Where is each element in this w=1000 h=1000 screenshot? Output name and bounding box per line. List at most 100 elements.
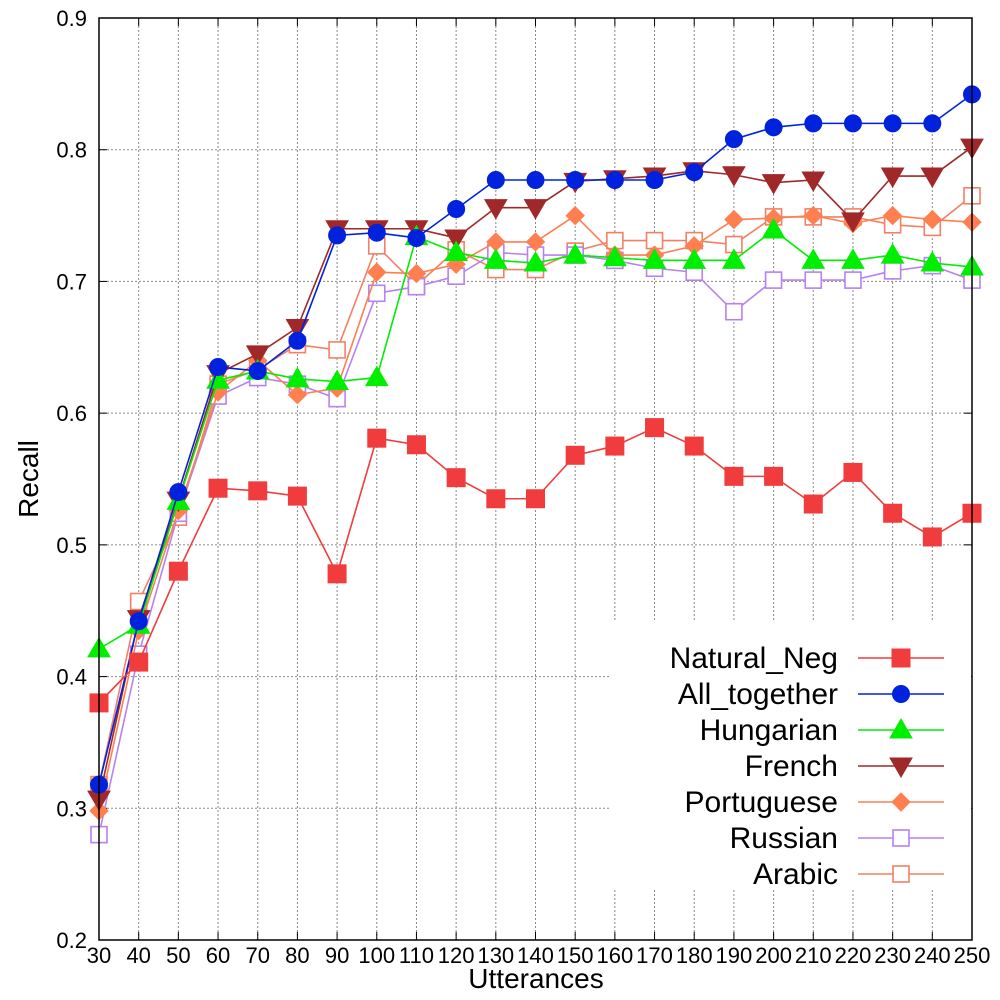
x-tick-label: 240 bbox=[914, 943, 951, 968]
x-tick-label: 70 bbox=[245, 943, 269, 968]
data-point bbox=[764, 118, 783, 137]
data-point bbox=[724, 130, 743, 149]
data-point bbox=[889, 757, 913, 778]
legend-background bbox=[610, 620, 971, 890]
data-point bbox=[406, 435, 426, 455]
data-point bbox=[523, 250, 548, 272]
data-point bbox=[129, 612, 148, 631]
y-tick-label: 0.3 bbox=[56, 796, 87, 821]
x-tick-label: 90 bbox=[325, 943, 349, 968]
x-tick-label: 190 bbox=[716, 943, 753, 968]
data-point bbox=[325, 369, 349, 391]
data-point bbox=[722, 166, 746, 187]
data-point bbox=[245, 345, 270, 366]
data-point bbox=[761, 174, 786, 195]
y-tick-label: 0.8 bbox=[56, 138, 87, 163]
x-tick-label: 80 bbox=[285, 943, 309, 968]
x-tick-label: 150 bbox=[557, 943, 594, 968]
data-point bbox=[883, 503, 903, 523]
legend: Natural_NegAll_togetherHungarianFrenchPo… bbox=[610, 620, 971, 891]
data-point bbox=[406, 263, 427, 284]
data-point bbox=[682, 248, 707, 269]
data-point bbox=[602, 245, 627, 267]
data-point bbox=[801, 171, 826, 193]
data-point bbox=[722, 248, 746, 269]
legend-item: Natural_Neg bbox=[670, 642, 944, 675]
x-tick-label: 210 bbox=[795, 943, 832, 968]
data-point bbox=[565, 205, 585, 226]
x-tick-label: 30 bbox=[87, 943, 111, 968]
data-point bbox=[804, 114, 823, 133]
legend-item: Russian bbox=[730, 822, 944, 855]
x-tick-label: 170 bbox=[636, 943, 673, 968]
data-point bbox=[724, 466, 744, 486]
data-point bbox=[288, 331, 307, 350]
tick-labels: 30 40 50 60 70 80 90 100 110 120 130 140 150 160 170 18… bbox=[56, 6, 990, 968]
data-point bbox=[446, 468, 466, 488]
data-point bbox=[566, 171, 585, 190]
data-point bbox=[843, 114, 862, 133]
series-layer bbox=[87, 85, 984, 844]
data-point bbox=[883, 262, 902, 280]
data-point bbox=[880, 243, 905, 264]
data-point bbox=[804, 271, 823, 289]
legend-item: Hungarian bbox=[700, 714, 944, 747]
data-point bbox=[483, 248, 508, 269]
data-point bbox=[889, 718, 913, 739]
legend-label: Portuguese bbox=[685, 786, 838, 819]
data-point bbox=[526, 489, 545, 509]
data-point bbox=[367, 262, 387, 282]
data-point bbox=[764, 466, 784, 486]
data-point bbox=[920, 250, 945, 272]
data-point bbox=[685, 163, 704, 182]
x-tick-label: 230 bbox=[874, 943, 911, 968]
x-tick-label: 140 bbox=[517, 943, 554, 968]
x-tick-label: 200 bbox=[755, 943, 792, 968]
data-point bbox=[920, 167, 945, 189]
legend-label: Russian bbox=[730, 822, 838, 855]
data-point bbox=[287, 486, 307, 506]
data-point bbox=[328, 226, 347, 245]
data-point bbox=[880, 167, 905, 189]
y-tick-label: 0.2 bbox=[56, 928, 87, 953]
data-point bbox=[526, 171, 545, 190]
y-tick-label: 0.5 bbox=[56, 533, 87, 558]
series-hungarian bbox=[87, 218, 984, 658]
data-point bbox=[483, 199, 508, 220]
legend-item: Portuguese bbox=[685, 786, 944, 819]
x-axis-title: Utterances bbox=[468, 963, 603, 994]
data-point bbox=[129, 652, 149, 672]
plot-frame bbox=[98, 17, 973, 941]
data-point bbox=[761, 218, 786, 239]
data-point bbox=[892, 865, 910, 883]
data-point bbox=[248, 361, 267, 380]
data-point bbox=[882, 205, 903, 226]
data-point bbox=[642, 248, 667, 269]
data-point bbox=[892, 685, 910, 703]
data-point bbox=[605, 436, 625, 456]
data-point bbox=[444, 229, 469, 250]
y-tick-label: 0.7 bbox=[56, 269, 87, 294]
data-point bbox=[892, 829, 910, 847]
x-tick-label: 120 bbox=[438, 943, 475, 968]
data-point bbox=[209, 358, 228, 377]
y-tick-label: 0.6 bbox=[56, 401, 87, 426]
data-point bbox=[285, 366, 310, 388]
data-point bbox=[364, 365, 389, 387]
x-tick-label: 130 bbox=[477, 943, 514, 968]
data-point bbox=[891, 792, 911, 812]
data-point bbox=[407, 228, 426, 247]
data-point bbox=[367, 428, 387, 448]
x-tick-label: 160 bbox=[597, 943, 634, 968]
legend-label: All_together bbox=[678, 678, 838, 711]
data-point bbox=[248, 481, 268, 501]
data-point bbox=[844, 271, 862, 289]
legend-label: French bbox=[745, 750, 838, 783]
data-point bbox=[923, 114, 942, 133]
x-tick-label: 50 bbox=[166, 943, 190, 968]
data-point bbox=[922, 527, 942, 547]
y-tick-label: 0.9 bbox=[56, 6, 87, 31]
legend-item: Arabic bbox=[753, 858, 944, 891]
data-point bbox=[764, 271, 783, 289]
